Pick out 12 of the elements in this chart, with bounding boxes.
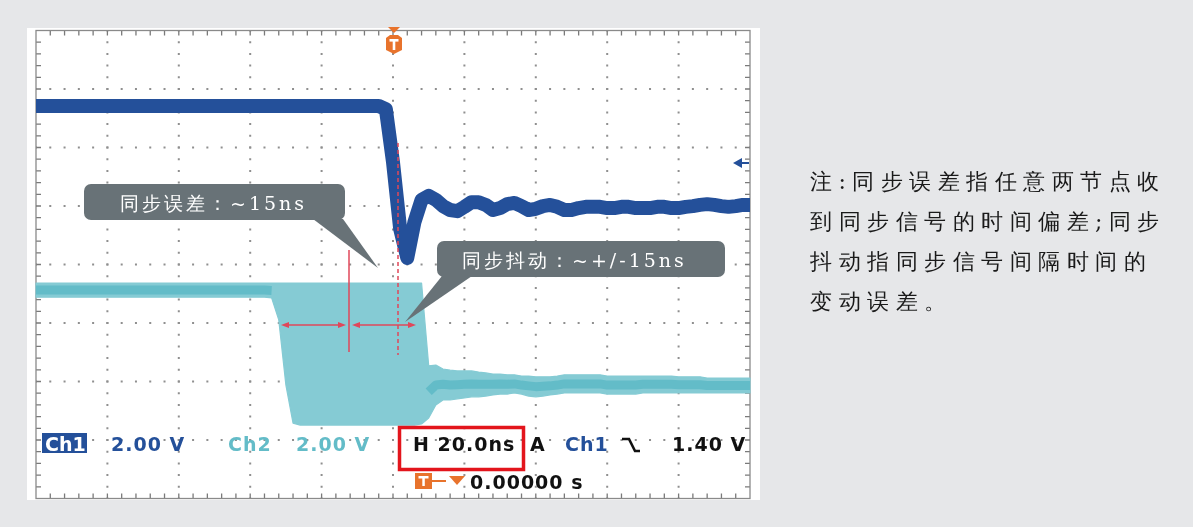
annotation: 同步抖动：~+/-15ns — [462, 249, 687, 271]
annotation: H 20.0ns — [413, 433, 516, 455]
annotation: 1.40 V — [672, 433, 747, 455]
annotation: A — [530, 433, 546, 455]
annotation: Ch1 — [565, 433, 609, 455]
annotation: 同步误差：~15ns — [120, 192, 308, 214]
annotation: Ch1 — [45, 433, 86, 455]
annotation: 0.00000 s — [470, 471, 584, 493]
text: 注:同步误差指任意两节点收到同步信号的时间偏差;同步抖动指同步信号间隔时间的变动误差。 — [809, 169, 1166, 314]
annotation: Ch2 — [228, 433, 272, 455]
annotation: 2.00 V — [111, 433, 186, 455]
annotation: 2.00 V — [296, 433, 371, 455]
